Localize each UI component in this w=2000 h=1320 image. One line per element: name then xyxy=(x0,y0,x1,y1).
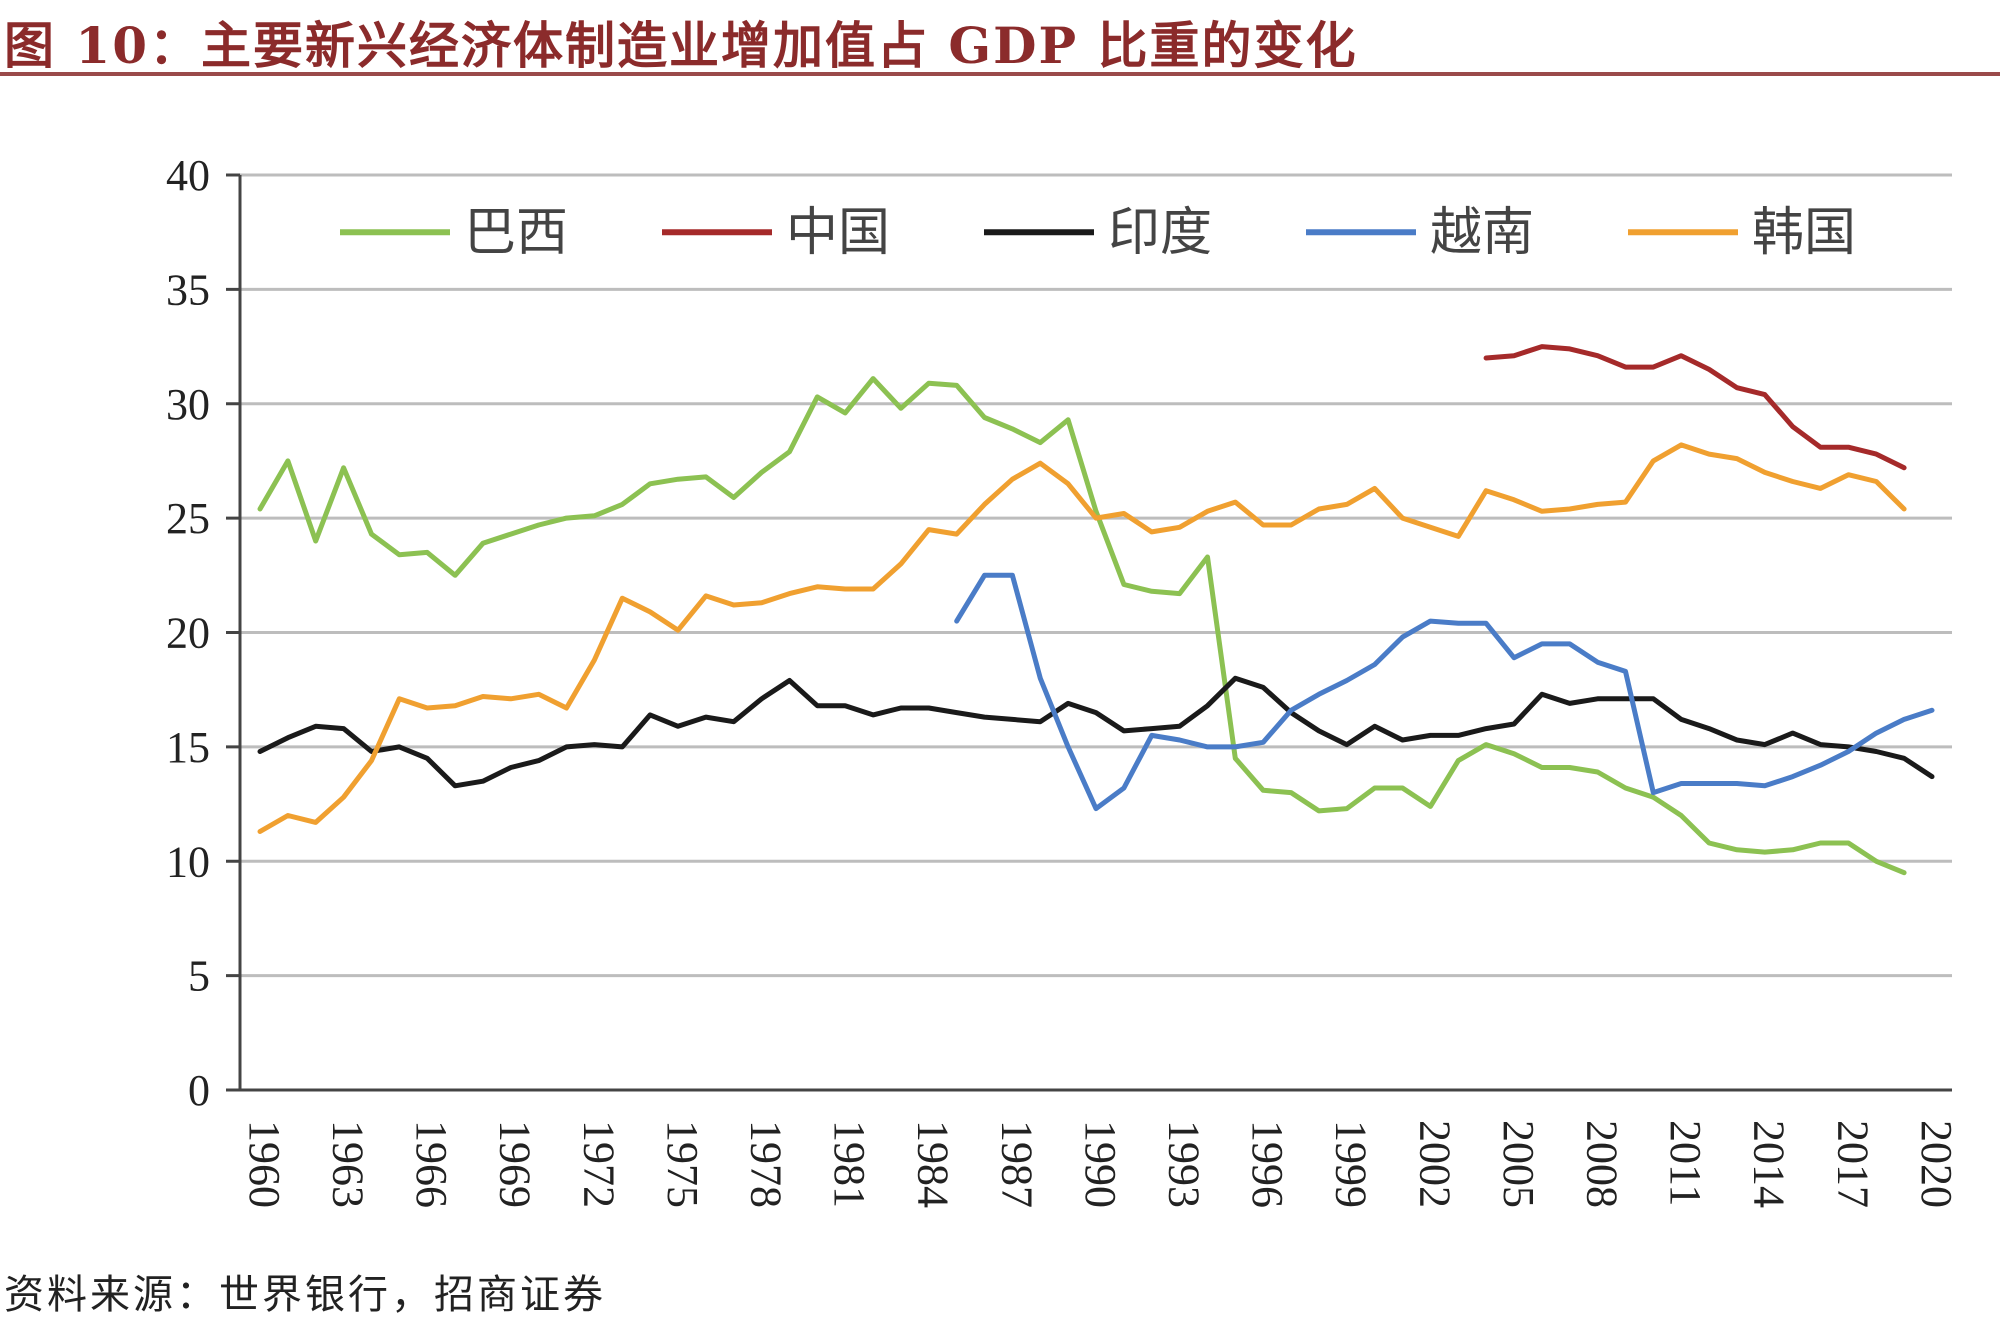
x-tick-label: 1978 xyxy=(742,1120,791,1208)
figure-title-bar: 图 10：主要新兴经济体制造业增加值占 GDP 比重的变化 xyxy=(0,0,2000,76)
x-tick-label: 1963 xyxy=(324,1120,373,1208)
x-tick-label: 1987 xyxy=(992,1120,1041,1208)
figure-title: 图 10：主要新兴经济体制造业增加值占 GDP 比重的变化 xyxy=(4,16,1358,75)
x-tick-label: 1972 xyxy=(574,1120,623,1208)
x-tick-label: 1984 xyxy=(909,1120,958,1208)
x-tick-label: 2011 xyxy=(1661,1120,1710,1206)
x-tick-label: 1969 xyxy=(491,1120,540,1208)
series-line-2 xyxy=(257,675,1935,789)
y-tick-label: 35 xyxy=(166,265,210,314)
legend: 巴西 中国 印度 越南 韩国 xyxy=(340,203,1856,263)
x-tick-label: 1975 xyxy=(658,1120,707,1208)
x-tick-label: 1996 xyxy=(1243,1120,1292,1208)
x-tick-label: 1966 xyxy=(407,1120,456,1208)
series-line-3 xyxy=(954,572,1935,812)
y-tick-label: 30 xyxy=(166,380,210,429)
legend-label: 中国 xyxy=(786,203,890,263)
y-tick-label: 25 xyxy=(166,494,210,543)
x-tick-label: 1990 xyxy=(1076,1120,1125,1208)
x-tick-label: 2017 xyxy=(1828,1120,1877,1208)
series-lines xyxy=(257,344,1935,876)
y-tick-label: 0 xyxy=(188,1066,210,1115)
x-tick-label: 1999 xyxy=(1327,1120,1376,1208)
legend-label: 韩国 xyxy=(1752,203,1856,263)
series-line-4 xyxy=(257,442,1907,834)
x-tick-label: 2005 xyxy=(1494,1120,1543,1208)
legend-label: 印度 xyxy=(1108,203,1212,263)
y-tick-label: 5 xyxy=(188,952,210,1001)
x-tick-label: 2008 xyxy=(1578,1120,1627,1208)
y-tick-label: 10 xyxy=(166,837,210,886)
x-tick-label: 1993 xyxy=(1160,1120,1209,1208)
y-tick-labels: 0 5 10 15 20 25 30 35 40 xyxy=(166,151,210,1115)
x-tick-label: 2002 xyxy=(1410,1120,1459,1208)
source-note: 资料来源：世界银行，招商证券 xyxy=(4,1272,606,1318)
y-tick-label: 15 xyxy=(166,723,210,772)
x-tick-label: 2014 xyxy=(1745,1120,1794,1208)
legend-label: 巴西 xyxy=(464,203,568,263)
grid xyxy=(240,173,1952,978)
legend-label: 越南 xyxy=(1430,203,1534,263)
x-tick-labels: 1960 1963 1966 1969 1972 1975 1978 1981 1984 1987… xyxy=(240,1120,1961,1208)
x-tick-label: 1981 xyxy=(825,1120,874,1208)
series-line-0 xyxy=(257,376,1907,876)
series-line-1 xyxy=(1483,344,1907,471)
axes xyxy=(226,173,1952,1092)
y-tick-label: 20 xyxy=(166,609,210,658)
x-tick-label: 2020 xyxy=(1912,1120,1961,1208)
x-tick-label: 1960 xyxy=(240,1120,289,1208)
title-rule xyxy=(0,72,2000,76)
y-tick-label: 40 xyxy=(166,151,210,200)
